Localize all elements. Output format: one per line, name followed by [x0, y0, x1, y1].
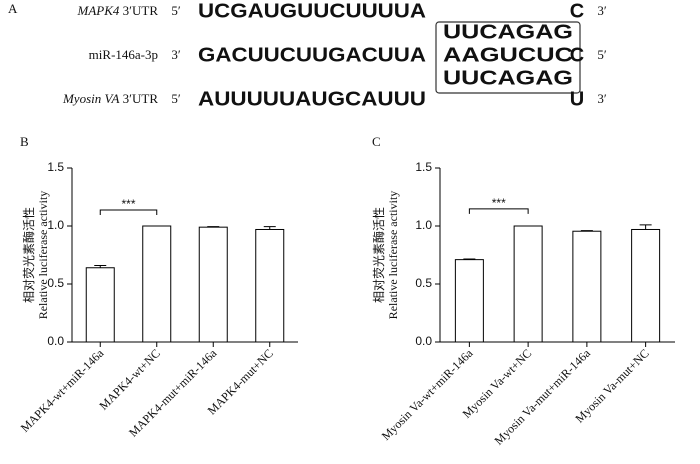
y-tick-label: 0.0 [47, 334, 64, 348]
region-name: 3′UTR [119, 3, 158, 18]
gene-label: Myosin VA 3′UTR [62, 91, 158, 106]
prime-start: 3′ [171, 47, 181, 62]
bar [631, 228, 661, 343]
gene-name: Myosin VA [62, 91, 119, 106]
y-tick-label: 0.0 [415, 334, 432, 348]
error-bar [263, 226, 276, 230]
prime-end: 5′ [597, 47, 607, 62]
prime-start: 5′ [171, 3, 181, 18]
error-bar [94, 264, 107, 268]
seed-box [435, 21, 581, 94]
y-axis-label: Relative luciferase activity [386, 191, 400, 320]
panel-label: A [8, 1, 18, 16]
x-tick-label: MAPK4-wt+miR-146a [18, 346, 107, 435]
panel-label: C [372, 134, 381, 149]
error-bar [463, 258, 476, 260]
gene-name: MAPK4 [77, 3, 120, 18]
bar [198, 226, 228, 343]
bar [142, 225, 172, 343]
gene-name: miR-146a-3p [89, 47, 158, 62]
y-axis-label: 相对荧光素酶活性 [371, 207, 386, 303]
panel-label: B [20, 134, 29, 149]
bar [513, 225, 543, 343]
gene-label: MAPK4 3′UTR [77, 3, 159, 18]
y-tick-label: 1.5 [47, 160, 64, 174]
seed-sequence: UUCAGAG [443, 67, 573, 89]
error-bar [580, 230, 593, 232]
last-base: U [570, 88, 584, 110]
y-tick-label: 0.5 [47, 276, 64, 290]
y-tick-label: 0.5 [415, 276, 432, 290]
y-tick-label: 1.5 [415, 160, 432, 174]
y-tick-label: 1.0 [47, 218, 64, 232]
significance-bracket [99, 209, 158, 215]
bar [454, 259, 484, 343]
significance-label: *** [492, 196, 506, 210]
x-tick-label: Myosin Va-wt+miR-146a [379, 346, 476, 443]
y-axis-label: 相对荧光素酶活性 [21, 207, 36, 303]
x-tick-label: Myosin Va-mut+miR-146a [491, 346, 593, 448]
bar [572, 230, 602, 343]
sequence: UCGAUGUUCUUUUA [198, 0, 426, 22]
prime-end: 3′ [597, 91, 607, 106]
prime-end: 3′ [597, 3, 607, 18]
significance-bracket [468, 208, 529, 214]
y-axis-label: Relative luciferase activity [36, 191, 50, 320]
prime-start: 5′ [171, 91, 181, 106]
y-tick-label: 1.0 [415, 218, 432, 232]
gene-label: miR-146a-3p [89, 47, 158, 62]
sequence: AUUUUUAUGCAUUU [198, 88, 426, 110]
seed-sequence: AAGUCUC [443, 44, 573, 66]
sequence: GACUUCUUGACUUA [198, 44, 426, 66]
error-bar [639, 224, 652, 230]
error-bar [207, 226, 220, 228]
last-base: C [570, 44, 584, 66]
region-name: 3′UTR [119, 91, 158, 106]
seed-sequence: UUCAGAG [443, 21, 573, 43]
bar [255, 228, 285, 343]
bar [85, 267, 115, 343]
last-base: C [570, 0, 584, 22]
significance-label: *** [121, 197, 135, 211]
